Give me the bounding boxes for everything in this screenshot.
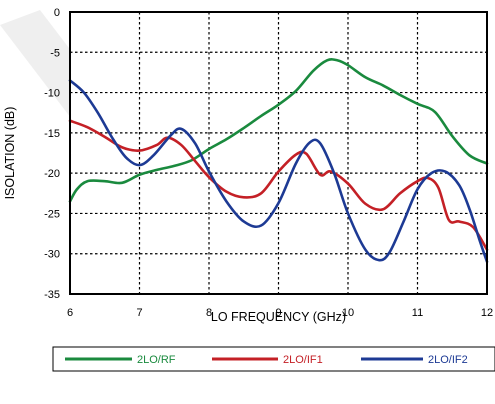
series-line-1 (68, 58, 489, 203)
x-tick-label: 6 (67, 307, 73, 319)
y-axis-label: ISOLATION (dB) (3, 107, 17, 200)
x-tick-label: 12 (481, 307, 493, 319)
x-tick-label: 10 (342, 307, 354, 319)
y-tick-label: -10 (44, 88, 60, 100)
legend-label-3: 2LO/IF2 (428, 354, 468, 366)
y-tick-label: 0 (54, 7, 60, 19)
y-tick-label: -30 (44, 249, 60, 261)
x-tick-label: 11 (412, 307, 423, 319)
x-tick-labels: 6 7 8 9 10 11 12 (67, 307, 493, 319)
y-tick-label: -35 (44, 289, 60, 301)
y-tick-label: -20 (44, 168, 60, 180)
x-axis-label: LO FREQUENCY (GHz) (211, 310, 346, 324)
series-line-3 (68, 79, 489, 264)
y-tick-label: -5 (50, 47, 60, 59)
x-tick-label: 7 (136, 307, 142, 319)
y-tick-label: -15 (44, 128, 60, 140)
series-line-2 (68, 119, 489, 251)
x-tick-label: 8 (206, 307, 212, 319)
y-tick-label: -25 (44, 208, 60, 220)
legend-label-1: 2LO/RF (137, 354, 176, 366)
legend-label-2: 2LO/IF1 (283, 354, 323, 366)
plot-frame (69, 11, 488, 295)
legend: 2LO/RF 2LO/IF1 2LO/IF2 (52, 346, 495, 372)
series-lines (68, 58, 489, 264)
grid (70, 12, 487, 294)
y-tick-labels: 0 -5 -10 -15 -20 -25 -30 -35 (44, 7, 60, 301)
x-tick-label: 9 (275, 307, 281, 319)
